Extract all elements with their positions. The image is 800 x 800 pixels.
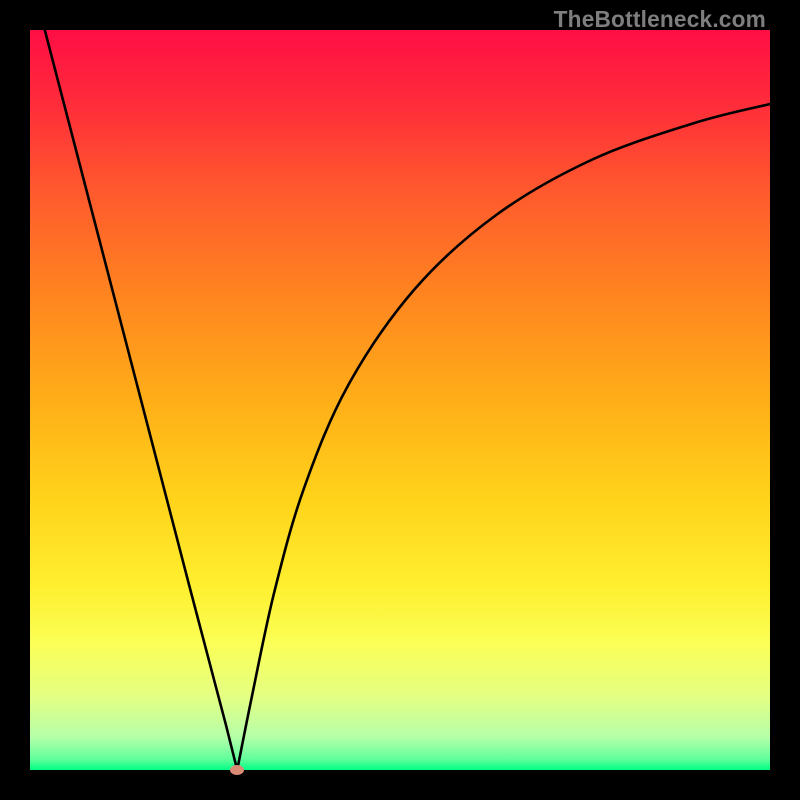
watermark-text: TheBottleneck.com [554,6,766,33]
plot-area [30,30,770,770]
bottleneck-curve [30,30,770,770]
curve-left-branch [45,30,237,770]
curve-right-branch [237,104,770,770]
minimum-marker-dot [230,765,244,775]
outer-frame: TheBottleneck.com [0,0,800,800]
